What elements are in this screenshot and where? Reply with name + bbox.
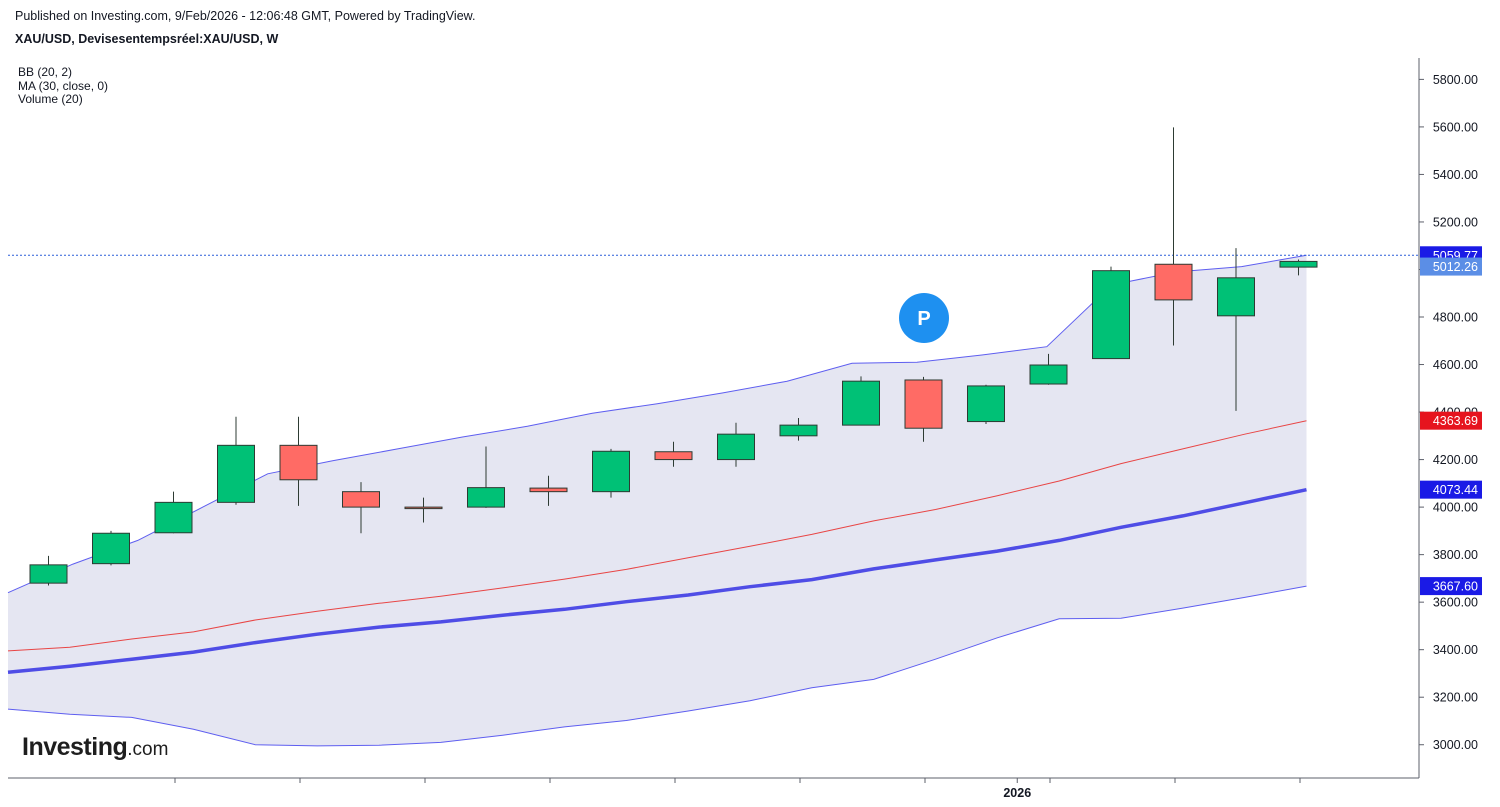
y-tick-label: 4600.00: [1433, 358, 1478, 372]
candle-body: [717, 433, 755, 461]
candle-body: [279, 444, 318, 481]
published-note: Published on Investing.com, 9/Feb/2026 -…: [15, 9, 476, 23]
investing-logo: Investing.com: [22, 733, 168, 762]
y-tick-label: 3200.00: [1433, 691, 1478, 705]
pivot-marker-circle: [899, 293, 949, 343]
logo-suffix: .com: [127, 739, 169, 760]
y-tick-label: 4200.00: [1433, 453, 1478, 467]
candle-body: [217, 444, 255, 503]
bb-lower-line: [7, 585, 1307, 747]
candle-body: [404, 506, 443, 510]
price-tag-box: [1420, 411, 1482, 430]
y-tick-label: 4000.00: [1433, 501, 1478, 515]
legend-volume[interactable]: Volume (20): [18, 92, 83, 106]
price-tag-box: [1420, 257, 1482, 276]
pivot-marker[interactable]: P: [899, 293, 949, 343]
candle-body: [1154, 263, 1193, 301]
price-tag: 4073.44: [1420, 480, 1482, 499]
price-tag-label: 4073.44: [1433, 483, 1478, 497]
price-tag-label: 4363.69: [1433, 414, 1478, 428]
price-tag-label: 5012.26: [1433, 260, 1478, 274]
candle-body: [842, 380, 880, 426]
y-tick-label: 3400.00: [1433, 643, 1478, 657]
pivot-marker-label: P: [917, 308, 930, 330]
logo-main: Investing: [22, 733, 128, 761]
candle-body: [342, 491, 380, 508]
price-tag-box: [1420, 577, 1482, 596]
y-tick-label: 4800.00: [1433, 311, 1478, 325]
price-tag: 5012.26: [1420, 257, 1482, 276]
candle-body: [29, 564, 68, 584]
y-tick-label: 5600.00: [1433, 120, 1478, 134]
bb-fill: [8, 255, 1307, 746]
y-tick-label: 5800.00: [1433, 73, 1478, 87]
x-tick-label: 2026: [1003, 786, 1031, 800]
indicator-legend: BB (20, 2) MA (30, close, 0) Volume (20): [18, 65, 109, 107]
candle-body: [1092, 270, 1130, 360]
candle-body: [1029, 364, 1068, 385]
legend-bb[interactable]: BB (20, 2): [18, 65, 73, 79]
price-tag: 3667.60: [1420, 577, 1482, 596]
bb-basis-line: [7, 420, 1307, 652]
candle-body: [467, 487, 505, 508]
candle-body: [904, 379, 943, 429]
price-tag-box: [1420, 480, 1482, 499]
ma-line: [7, 487, 1307, 675]
candle-body: [92, 532, 130, 565]
candle-body: [654, 451, 693, 461]
y-tick-label: 5400.00: [1433, 168, 1478, 182]
y-tick-label: 3600.00: [1433, 596, 1478, 610]
candle-body: [779, 424, 818, 437]
candle-body: [1217, 277, 1255, 317]
symbol-title: XAU/USD, Devisesentempsréel:XAU/USD, W: [15, 32, 279, 46]
candle-body: [1279, 260, 1318, 268]
candle-body: [154, 501, 193, 534]
y-tick-label: 5200.00: [1433, 215, 1478, 229]
legend-ma[interactable]: MA (30, close, 0): [18, 78, 109, 93]
candle-body: [529, 487, 568, 493]
candle-body: [967, 385, 1005, 423]
price-tag: 4363.69: [1420, 411, 1482, 430]
candle-body: [592, 450, 630, 493]
y-tick-label: 3000.00: [1433, 738, 1478, 752]
y-tick-label: 3800.00: [1433, 548, 1478, 562]
price-tag-label: 3667.60: [1433, 580, 1478, 594]
